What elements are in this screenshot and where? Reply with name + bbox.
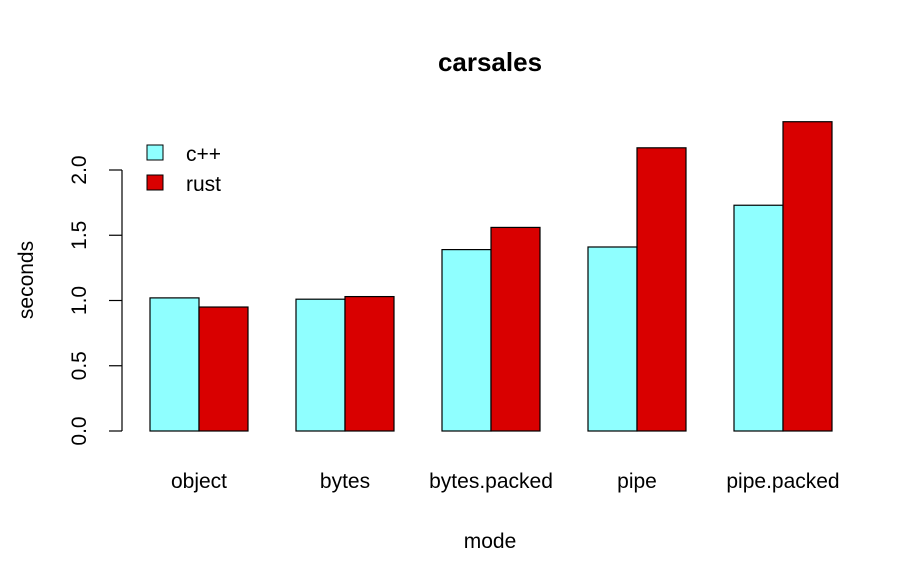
bar-bytes-rust	[344, 295, 395, 432]
bar-object-rust	[198, 306, 249, 432]
bar-pipe-c++	[587, 246, 638, 432]
bar-bytes.packed-c++	[441, 249, 492, 432]
legend: c++ rust	[146, 143, 221, 196]
bars-group	[149, 121, 833, 432]
x-tick-label: object	[171, 470, 227, 493]
bar-bytes-c++	[295, 298, 346, 432]
legend-label-rust: rust	[186, 173, 221, 196]
legend-swatch-rust	[146, 174, 164, 191]
y-tick-label: 1.5	[68, 221, 91, 250]
y-axis: 0.0 0.5 1.0 1.5 2.0	[68, 155, 123, 446]
x-tick-labels: object bytes bytes.packed pipe pipe.packed	[171, 470, 840, 493]
chart-title: carsales	[438, 47, 542, 77]
x-tick-label: pipe.packed	[726, 470, 839, 493]
x-tick-label: bytes	[320, 470, 370, 493]
bar-pipe.packed-rust	[782, 121, 833, 432]
y-tick-label: 2.0	[68, 155, 91, 184]
bar-object-c++	[149, 297, 200, 432]
bar-pipe.packed-c++	[733, 204, 784, 432]
legend-swatch-cpp	[146, 144, 164, 161]
y-axis-label: seconds	[15, 241, 38, 319]
y-tick-label: 1.0	[68, 286, 91, 315]
x-tick-label: pipe	[617, 470, 657, 493]
x-tick-label: bytes.packed	[429, 470, 553, 493]
bar-pipe-rust	[636, 147, 687, 432]
y-tick-label: 0.0	[68, 416, 91, 445]
x-axis-label: mode	[464, 530, 517, 553]
legend-label-cpp: c++	[186, 143, 221, 166]
y-tick-label: 0.5	[68, 351, 91, 380]
bar-bytes.packed-rust	[490, 226, 541, 432]
